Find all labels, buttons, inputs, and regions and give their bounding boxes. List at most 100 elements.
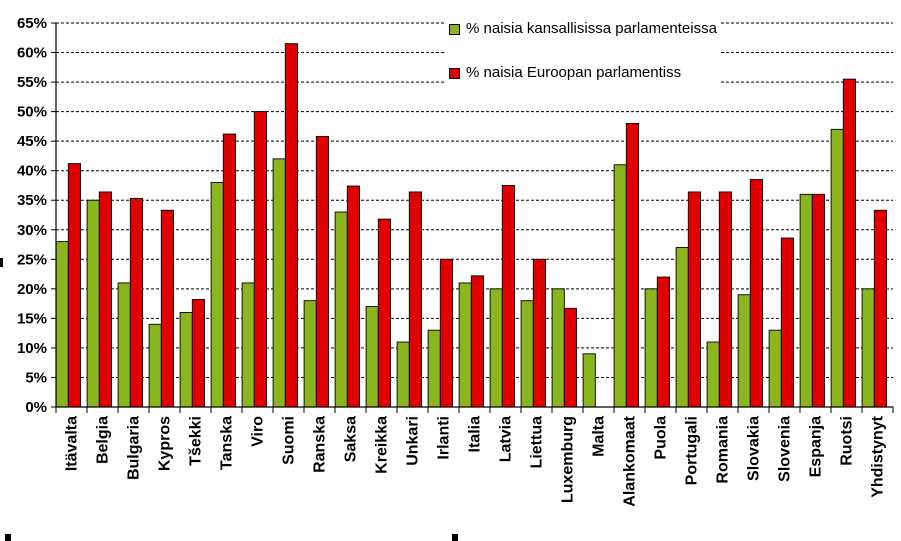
bar-national [830, 128, 844, 408]
bars [55, 43, 887, 408]
bar-european [501, 185, 515, 408]
bar-national [582, 353, 596, 408]
bar-national [117, 282, 131, 408]
bar-european [408, 191, 422, 408]
bar-national [675, 247, 689, 408]
legend: % naisia kansallisissa parlamenteissa % … [446, 14, 720, 90]
axes [55, 23, 893, 408]
bar-european [656, 276, 670, 408]
legend-item-european: % naisia Euroopan parlamentiss [446, 64, 721, 82]
x-axis-ticks: Itävalta Belgia Bulgaria Kypros Tšekki Tanska… [55, 407, 894, 507]
x-tick-label: Luxemburg [560, 416, 577, 503]
x-tick-label: Saksa [343, 416, 360, 462]
bar-national [303, 300, 317, 408]
x-tick-label: Suomi [281, 416, 298, 465]
y-tick-label: 5% [25, 369, 47, 386]
x-tick-label: Ruotsi [839, 416, 856, 466]
bar-national [706, 341, 720, 408]
legend-label-european: % naisia Euroopan parlamentiss [466, 64, 682, 81]
bar-european [842, 78, 856, 408]
bar-national [489, 288, 503, 408]
bar-national [520, 300, 534, 408]
x-tick-label: Bulgaria [126, 416, 143, 480]
bar-european [687, 191, 701, 408]
edge-mark-bottom-mid [452, 534, 458, 541]
legend-swatch-national [449, 24, 460, 35]
x-tick-label: Tanska [219, 416, 236, 470]
bar-national [241, 282, 255, 408]
bar-european [98, 191, 112, 408]
bar-european [873, 209, 887, 408]
bar-european [377, 218, 391, 408]
legend-label-national: % naisia kansallisissa parlamenteissa [466, 20, 717, 37]
x-tick-label: Malta [591, 416, 608, 457]
legend-item-national: % naisia kansallisissa parlamenteissa [446, 20, 721, 38]
x-tick-label: Viro [250, 416, 267, 447]
bar-european [222, 133, 236, 408]
bar-national [179, 312, 193, 408]
bar-european [749, 179, 763, 408]
y-tick-label: 10% [17, 340, 47, 357]
bar-national [737, 294, 751, 408]
y-axis-ticks: 0% 5% 10% 15% 20% 25% 30% 35% 40% 45% 50% 55% 60% 65% [17, 15, 56, 416]
y-tick-label: 40% [17, 163, 47, 180]
x-tick-label: Itävalta [64, 416, 81, 471]
edge-mark-bottom-left [5, 534, 11, 541]
legend-swatch-european [449, 68, 460, 79]
x-tick-label: Tšekki [188, 416, 205, 466]
bar-national [148, 323, 162, 408]
bar-european [129, 198, 143, 408]
bar-national [613, 164, 627, 408]
bar-national [55, 241, 69, 408]
x-tick-label: Slovakia [746, 416, 763, 481]
bar-european [191, 299, 205, 408]
x-tick-label: Unkari [405, 416, 422, 466]
bar-european [439, 258, 453, 408]
x-tick-label: Portugali [684, 416, 701, 485]
y-tick-label: 25% [17, 251, 47, 268]
bar-european [67, 163, 81, 408]
y-tick-label: 15% [17, 310, 47, 327]
bar-european [532, 258, 546, 408]
y-tick-label: 0% [25, 399, 47, 416]
x-tick-label: Alankomaat [622, 415, 639, 506]
x-tick-label: Ranska [312, 416, 329, 473]
x-tick-label: Espanja [808, 416, 825, 477]
y-tick-label: 20% [17, 281, 47, 298]
bar-national [551, 288, 565, 408]
x-tick-label: Kreikka [374, 416, 391, 474]
bar-national [334, 211, 348, 408]
edge-mark-left [0, 258, 3, 267]
bar-european [563, 307, 577, 408]
x-tick-label: Irlanti [436, 416, 453, 460]
bar-national [210, 182, 224, 408]
x-tick-label: Romania [715, 416, 732, 484]
x-tick-label: Puola [653, 416, 670, 460]
bar-national [768, 329, 782, 408]
y-tick-label: 50% [17, 104, 47, 121]
y-tick-label: 60% [17, 45, 47, 62]
x-tick-label: Italia [467, 416, 484, 453]
bar-national [799, 193, 813, 408]
x-tick-label: Belgia [95, 416, 112, 464]
bar-national [427, 329, 441, 408]
bar-european [780, 237, 794, 408]
y-tick-label: 65% [17, 15, 47, 32]
bar-european [284, 43, 298, 408]
bar-european [718, 191, 732, 408]
bar-national [861, 288, 875, 408]
y-tick-label: 45% [17, 133, 47, 150]
bar-european [346, 185, 360, 408]
x-tick-label: Slovenia [777, 416, 794, 482]
bar-national [458, 282, 472, 408]
bar-national [644, 288, 658, 408]
x-tick-label: Liettua [529, 416, 546, 469]
y-tick-label: 55% [17, 74, 47, 91]
x-tick-label: Yhdistynyt [870, 415, 887, 497]
bar-european [315, 135, 329, 408]
bar-national [272, 158, 286, 408]
bar-european [253, 111, 267, 408]
y-tick-label: 35% [17, 192, 47, 209]
y-tick-label: 30% [17, 222, 47, 239]
bar-national [396, 341, 410, 408]
